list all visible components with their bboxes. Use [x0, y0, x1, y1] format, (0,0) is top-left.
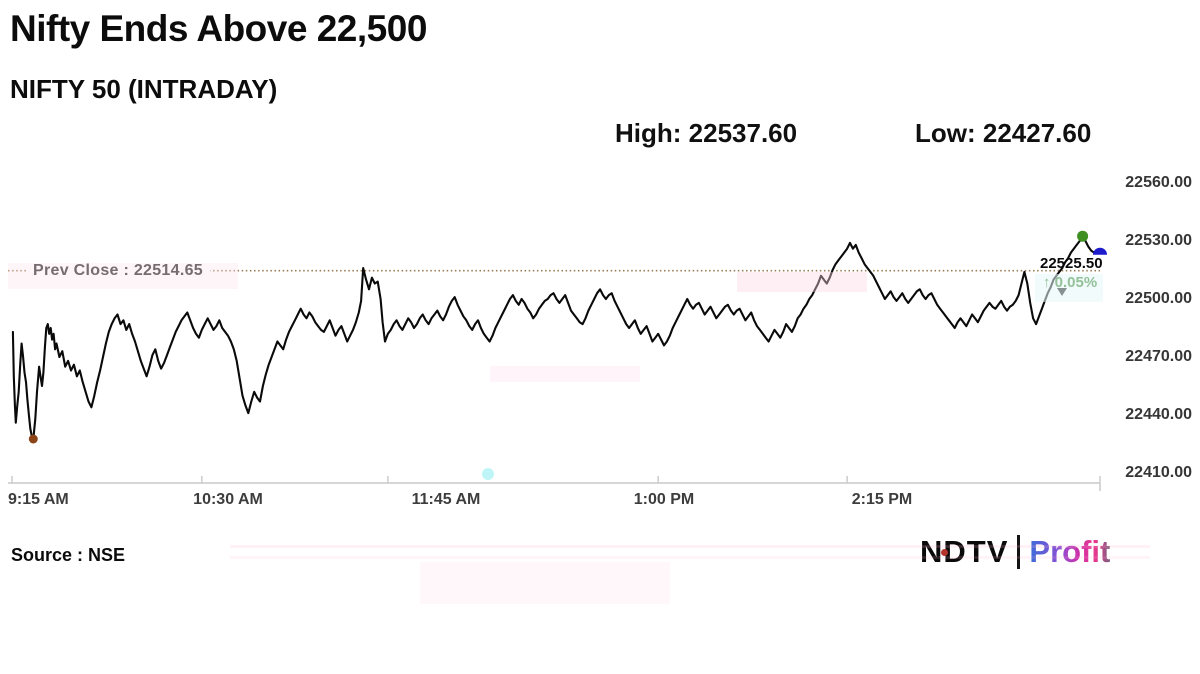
day-low-label: Low: 22427.60	[915, 118, 1092, 148]
x-axis-label: 11:45 AM	[411, 491, 481, 508]
chart-subtitle: NIFTY 50 (INTRADAY)	[10, 74, 278, 104]
source-attribution: Source : NSE	[11, 545, 126, 565]
x-axis-label: 9:15 AM	[8, 491, 69, 508]
x-axis-label: 1:00 PM	[633, 491, 695, 508]
y-axis-label: 22500.00	[1125, 290, 1192, 307]
last-price-label: 22525.50	[1040, 255, 1103, 272]
profit-wordmark: Profit	[1029, 534, 1111, 569]
ndtv-text: NDTV	[920, 534, 1009, 569]
day-high-label: High: 22537.60	[615, 118, 798, 148]
x-axis-label: 10:30 AM	[193, 491, 263, 508]
y-axis-label: 22560.00	[1125, 174, 1192, 191]
y-axis-label: 22440.00	[1125, 406, 1192, 423]
change-percent-label: ↑ 0.05%	[1043, 274, 1098, 291]
ndtv-red-dot-icon	[941, 549, 948, 556]
prev-close-label: Prev Close : 22514.65	[26, 259, 210, 282]
price-line	[11, 235, 1102, 441]
ndtv-wordmark: NDTV	[920, 535, 1008, 569]
end-point-marker	[1093, 247, 1107, 255]
y-axis-label: 22470.00	[1125, 348, 1192, 365]
page-title: Nifty Ends Above 22,500	[10, 8, 427, 49]
x-axis-label: 2:15 PM	[851, 491, 913, 508]
low-point-marker	[28, 434, 38, 444]
y-axis-label: 22410.00	[1125, 464, 1192, 481]
ndtv-profit-logo: NDTV Profit	[920, 535, 1110, 569]
peak-point-marker	[1077, 230, 1089, 242]
logo-divider	[1017, 535, 1021, 569]
y-axis-label: 22530.00	[1125, 232, 1192, 249]
